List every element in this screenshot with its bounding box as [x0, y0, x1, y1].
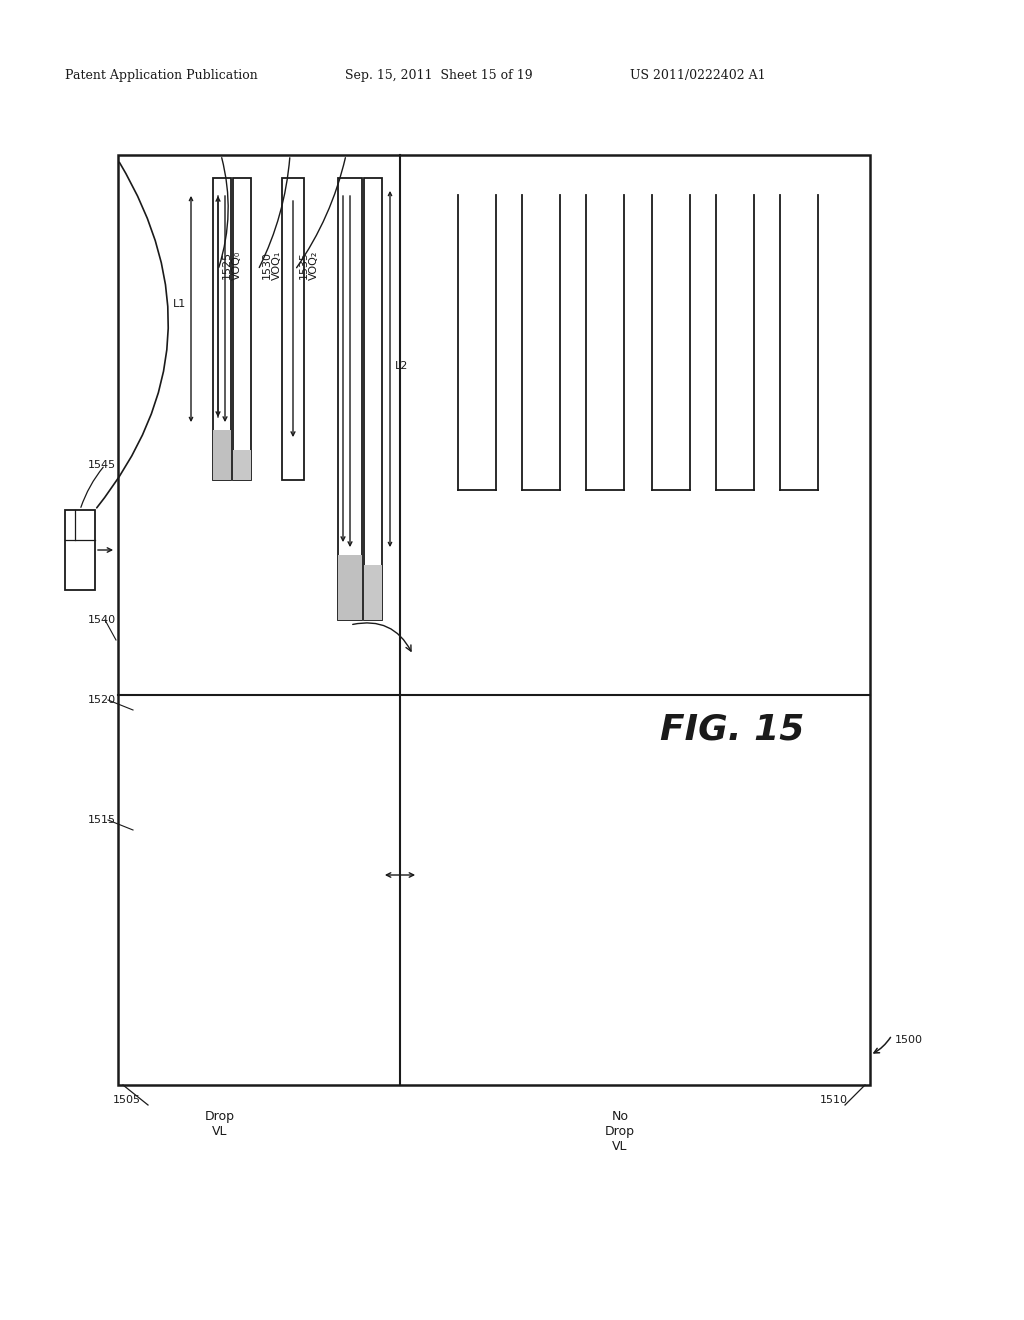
Text: 1525: 1525 — [222, 251, 232, 279]
Text: 1505: 1505 — [113, 1096, 141, 1105]
Text: 1515: 1515 — [88, 814, 116, 825]
Text: 1545: 1545 — [88, 459, 116, 470]
Text: VOQ₁: VOQ₁ — [272, 251, 282, 280]
Bar — [364, 178, 382, 620]
Text: 1540: 1540 — [88, 615, 116, 624]
FancyArrowPatch shape — [352, 623, 411, 651]
Bar — [118, 154, 870, 1085]
FancyArrowPatch shape — [96, 162, 168, 508]
Bar — [364, 565, 382, 620]
Bar — [282, 178, 304, 480]
Text: 1510: 1510 — [820, 1096, 848, 1105]
Text: VOQ₀: VOQ₀ — [232, 251, 242, 280]
Text: 1535: 1535 — [299, 251, 309, 279]
Bar — [65, 510, 95, 590]
FancyArrowPatch shape — [873, 1038, 891, 1053]
Bar — [213, 178, 231, 480]
Text: Sep. 15, 2011  Sheet 15 of 19: Sep. 15, 2011 Sheet 15 of 19 — [345, 69, 532, 82]
FancyArrowPatch shape — [81, 467, 103, 507]
FancyArrowPatch shape — [297, 157, 345, 268]
Text: L2: L2 — [395, 360, 409, 371]
Text: L1: L1 — [173, 300, 186, 309]
Text: Patent Application Publication: Patent Application Publication — [65, 69, 258, 82]
Text: 1500: 1500 — [895, 1035, 923, 1045]
Text: VOQ₂: VOQ₂ — [309, 251, 319, 280]
FancyArrowPatch shape — [259, 158, 290, 268]
Bar — [338, 554, 362, 620]
Text: US 2011/0222402 A1: US 2011/0222402 A1 — [630, 69, 766, 82]
Bar — [338, 178, 362, 620]
Text: 1520: 1520 — [88, 696, 116, 705]
Text: No
Drop
VL: No Drop VL — [605, 1110, 635, 1152]
Bar — [213, 430, 231, 480]
Text: FIG. 15: FIG. 15 — [660, 713, 805, 747]
Bar — [233, 450, 251, 480]
Text: Drop
VL: Drop VL — [205, 1110, 234, 1138]
FancyArrowPatch shape — [219, 157, 228, 268]
Bar — [233, 178, 251, 480]
Text: 1530: 1530 — [262, 251, 272, 279]
